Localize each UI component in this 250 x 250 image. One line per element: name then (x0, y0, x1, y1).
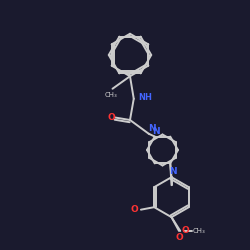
Text: O: O (131, 205, 138, 214)
Text: O: O (108, 113, 115, 122)
Text: N: N (152, 127, 160, 136)
Text: O: O (182, 226, 190, 235)
Text: NH: NH (138, 93, 152, 102)
Text: O: O (175, 234, 183, 242)
Text: N: N (148, 124, 156, 133)
Text: CH₃: CH₃ (193, 228, 205, 234)
Text: N: N (169, 167, 176, 176)
Text: CH₃: CH₃ (105, 92, 118, 98)
